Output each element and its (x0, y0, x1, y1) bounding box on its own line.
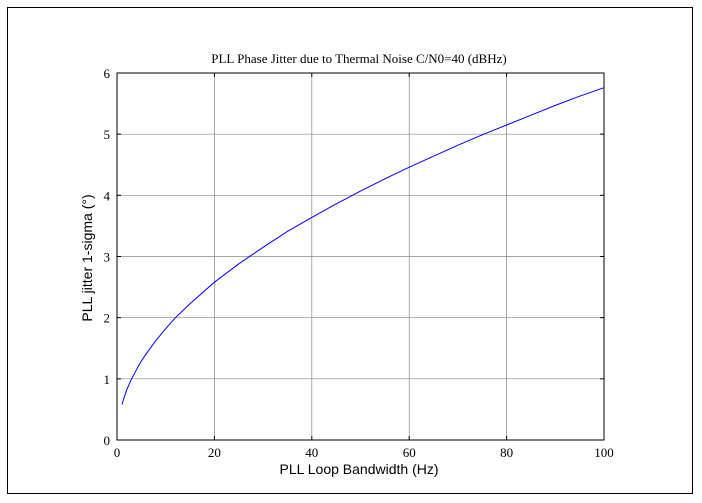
y-tick-label: 5 (104, 127, 111, 142)
series-layer (121, 87, 605, 405)
x-tick-label: 20 (208, 445, 221, 460)
y-tick-label: 1 (104, 372, 111, 387)
chart-title: PLL Phase Jitter due to Thermal Noise C/… (211, 51, 506, 66)
series-line (121, 87, 605, 405)
figure-border (7, 7, 693, 494)
y-tick-label: 2 (104, 311, 111, 326)
x-axis-label: PLL Loop Bandwidth (Hz) (279, 461, 438, 477)
x-tick-label: 40 (305, 445, 318, 460)
x-tick-label: 80 (500, 445, 513, 460)
x-tick-label: 60 (403, 445, 416, 460)
ticks: 0 20 40 60 80 100 0 1 2 3 4 5 6 (104, 66, 614, 460)
grid (117, 73, 604, 440)
y-tick-label: 4 (104, 188, 111, 203)
y-tick-label: 0 (104, 433, 111, 448)
x-tick-label: 100 (594, 445, 614, 460)
x-tick-label: 0 (114, 445, 121, 460)
y-axis-label: PLL jitter 1-sigma (°) (79, 194, 95, 321)
y-tick-label: 6 (104, 66, 111, 81)
y-tick-label: 3 (104, 250, 111, 265)
